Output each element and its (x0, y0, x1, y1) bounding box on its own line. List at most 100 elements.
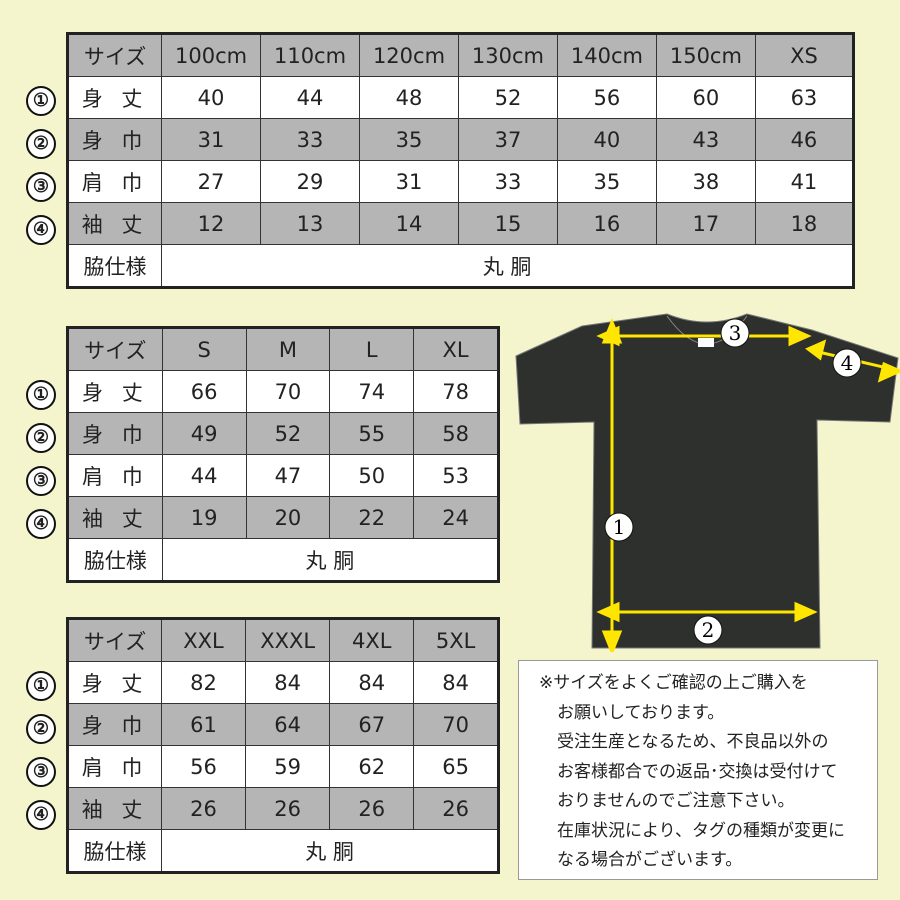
note-line: おりませんのでご注意下さい。 (557, 791, 795, 811)
table-cell: 67 (329, 703, 415, 746)
table-row: 肩 巾 56 59 62 65 (66, 745, 499, 788)
table-row: 身 巾 61 64 67 70 (66, 703, 499, 746)
side-spec-row: 脇仕様丸 胴 (66, 244, 854, 288)
table-cell: 52 (457, 76, 558, 119)
table-cell: 22 (329, 496, 415, 539)
table-cell: 44 (161, 454, 247, 497)
row-label: 身 丈 (66, 76, 163, 119)
note-line: なる場合がございます。 (557, 850, 743, 870)
notice-box: ※サイズをよくご確認の上ご購入を お願いしております。 受注生産となるため、不良… (518, 660, 878, 880)
table-cell: 74 (329, 370, 415, 413)
table-cell: 78 (413, 370, 499, 413)
table-cell: 16 (556, 202, 657, 245)
header-row: サイズ XXL XXXL 4XL 5XL (66, 618, 499, 662)
column-header: サイズ (66, 33, 163, 77)
table-row: 袖 丈 19 20 22 24 (67, 496, 499, 539)
table-cell: 56 (556, 76, 657, 119)
table-cell: 15 (457, 202, 558, 245)
brand-tag-icon (698, 338, 714, 347)
table-row: 袖 丈 12 13 14 15 16 17 18 (66, 202, 855, 245)
table-cell: 37 (457, 118, 558, 161)
diagram-label-4: 4 (841, 351, 854, 375)
row-label: 身 巾 (67, 412, 163, 455)
header-row: サイズ S M L XL (67, 327, 499, 371)
table-cell: 47 (245, 454, 331, 497)
table-cell: 84 (413, 661, 499, 704)
column-header: 130cm (457, 33, 558, 77)
row-label: 脇仕様 (66, 829, 163, 873)
table-cell: 55 (329, 412, 415, 455)
column-header: 5XL (413, 618, 499, 662)
table-cell: 18 (754, 202, 855, 245)
column-header: 140cm (556, 33, 657, 77)
column-header: L (329, 327, 415, 371)
table-cell: 24 (413, 496, 499, 539)
side-spec-row: 脇仕様丸 胴 (67, 538, 500, 582)
table-cell: 56 (161, 745, 246, 788)
table-cell: 65 (413, 745, 499, 788)
table-cell: 35 (556, 160, 657, 203)
column-header: XXL (161, 618, 246, 662)
table-cell: 58 (413, 412, 499, 455)
arrow-head (788, 325, 812, 347)
size-table-3: サイズ XXL XXXL 4XL 5XL 身 丈 82 84 84 84 身 巾 61 64 67 70 肩 … (66, 617, 500, 874)
table-row: 肩 巾 27 29 31 33 35 38 41 (66, 160, 855, 203)
table-cell: 38 (655, 160, 756, 203)
table-cell: 66 (161, 370, 247, 413)
table-cell: 59 (244, 745, 331, 788)
table-cell: 29 (260, 160, 360, 203)
diagram-label-2: 2 (702, 618, 715, 642)
column-header: サイズ (67, 327, 163, 371)
diagram-label-1: 1 (613, 515, 626, 539)
arrow-head (794, 601, 818, 623)
table-cell: 17 (655, 202, 756, 245)
table-cell: 53 (413, 454, 499, 497)
table-cell: 60 (655, 76, 756, 119)
diagram-label-3: 3 (729, 321, 742, 345)
column-header: サイズ (66, 618, 163, 662)
column-header: XL (413, 327, 499, 371)
note-line: 受注生産となるため、不良品以外の (557, 732, 829, 752)
row-label: 袖 丈 (67, 496, 163, 539)
side-spec-value: 丸 胴 (161, 829, 499, 873)
column-header: 110cm (260, 33, 360, 77)
table-row: 身 丈 82 84 84 84 (66, 661, 499, 704)
row-label: 身 丈 (66, 661, 163, 704)
note-line: お客様都合での返品･交換は受付けて (557, 761, 838, 782)
table-cell: 48 (359, 76, 459, 119)
table-row: 身 丈 66 70 74 78 (67, 370, 499, 413)
row-label: 身 丈 (67, 370, 163, 413)
table-cell: 31 (359, 160, 459, 203)
table-cell: 64 (244, 703, 331, 746)
table-cell: 82 (161, 661, 246, 704)
table-row: 袖 丈 26 26 26 26 (66, 787, 499, 830)
row-marker-3: ③ (26, 466, 56, 496)
row-marker-2: ② (26, 129, 56, 159)
table-cell: 26 (413, 787, 499, 830)
row-label: 身 巾 (66, 703, 163, 746)
row-marker-1: ① (26, 671, 56, 701)
arrow-head (877, 361, 900, 383)
column-header: 120cm (359, 33, 459, 77)
table-cell: 13 (260, 202, 360, 245)
column-header: 100cm (161, 33, 262, 77)
arrow-head (601, 630, 623, 652)
row-marker-1: ① (26, 380, 56, 410)
side-spec-value: 丸 胴 (161, 244, 854, 288)
table-cell: 27 (161, 160, 262, 203)
table-cell: 70 (413, 703, 499, 746)
row-marker-4: ④ (26, 509, 56, 539)
size-table-1: サイズ 100cm 110cm 120cm 130cm 140cm 150cm XS 身 丈 40… (66, 32, 855, 289)
table-cell: 70 (245, 370, 331, 413)
table-row: 身 巾 49 52 55 58 (67, 412, 499, 455)
table-row: 身 丈 40 44 48 52 56 60 63 (66, 76, 855, 119)
side-spec-row: 脇仕様丸 胴 (66, 829, 499, 873)
table-cell: 26 (161, 787, 246, 830)
table-cell: 62 (329, 745, 415, 788)
column-header: 4XL (329, 618, 415, 662)
table-cell: 61 (161, 703, 246, 746)
table-cell: 46 (754, 118, 855, 161)
size-table-2: サイズ S M L XL 身 丈 66 70 74 78 身 巾 49 52 55 58 肩 巾 44 47 50 5… (66, 326, 500, 583)
arrow-head (596, 325, 620, 347)
row-marker-1: ① (26, 86, 56, 116)
